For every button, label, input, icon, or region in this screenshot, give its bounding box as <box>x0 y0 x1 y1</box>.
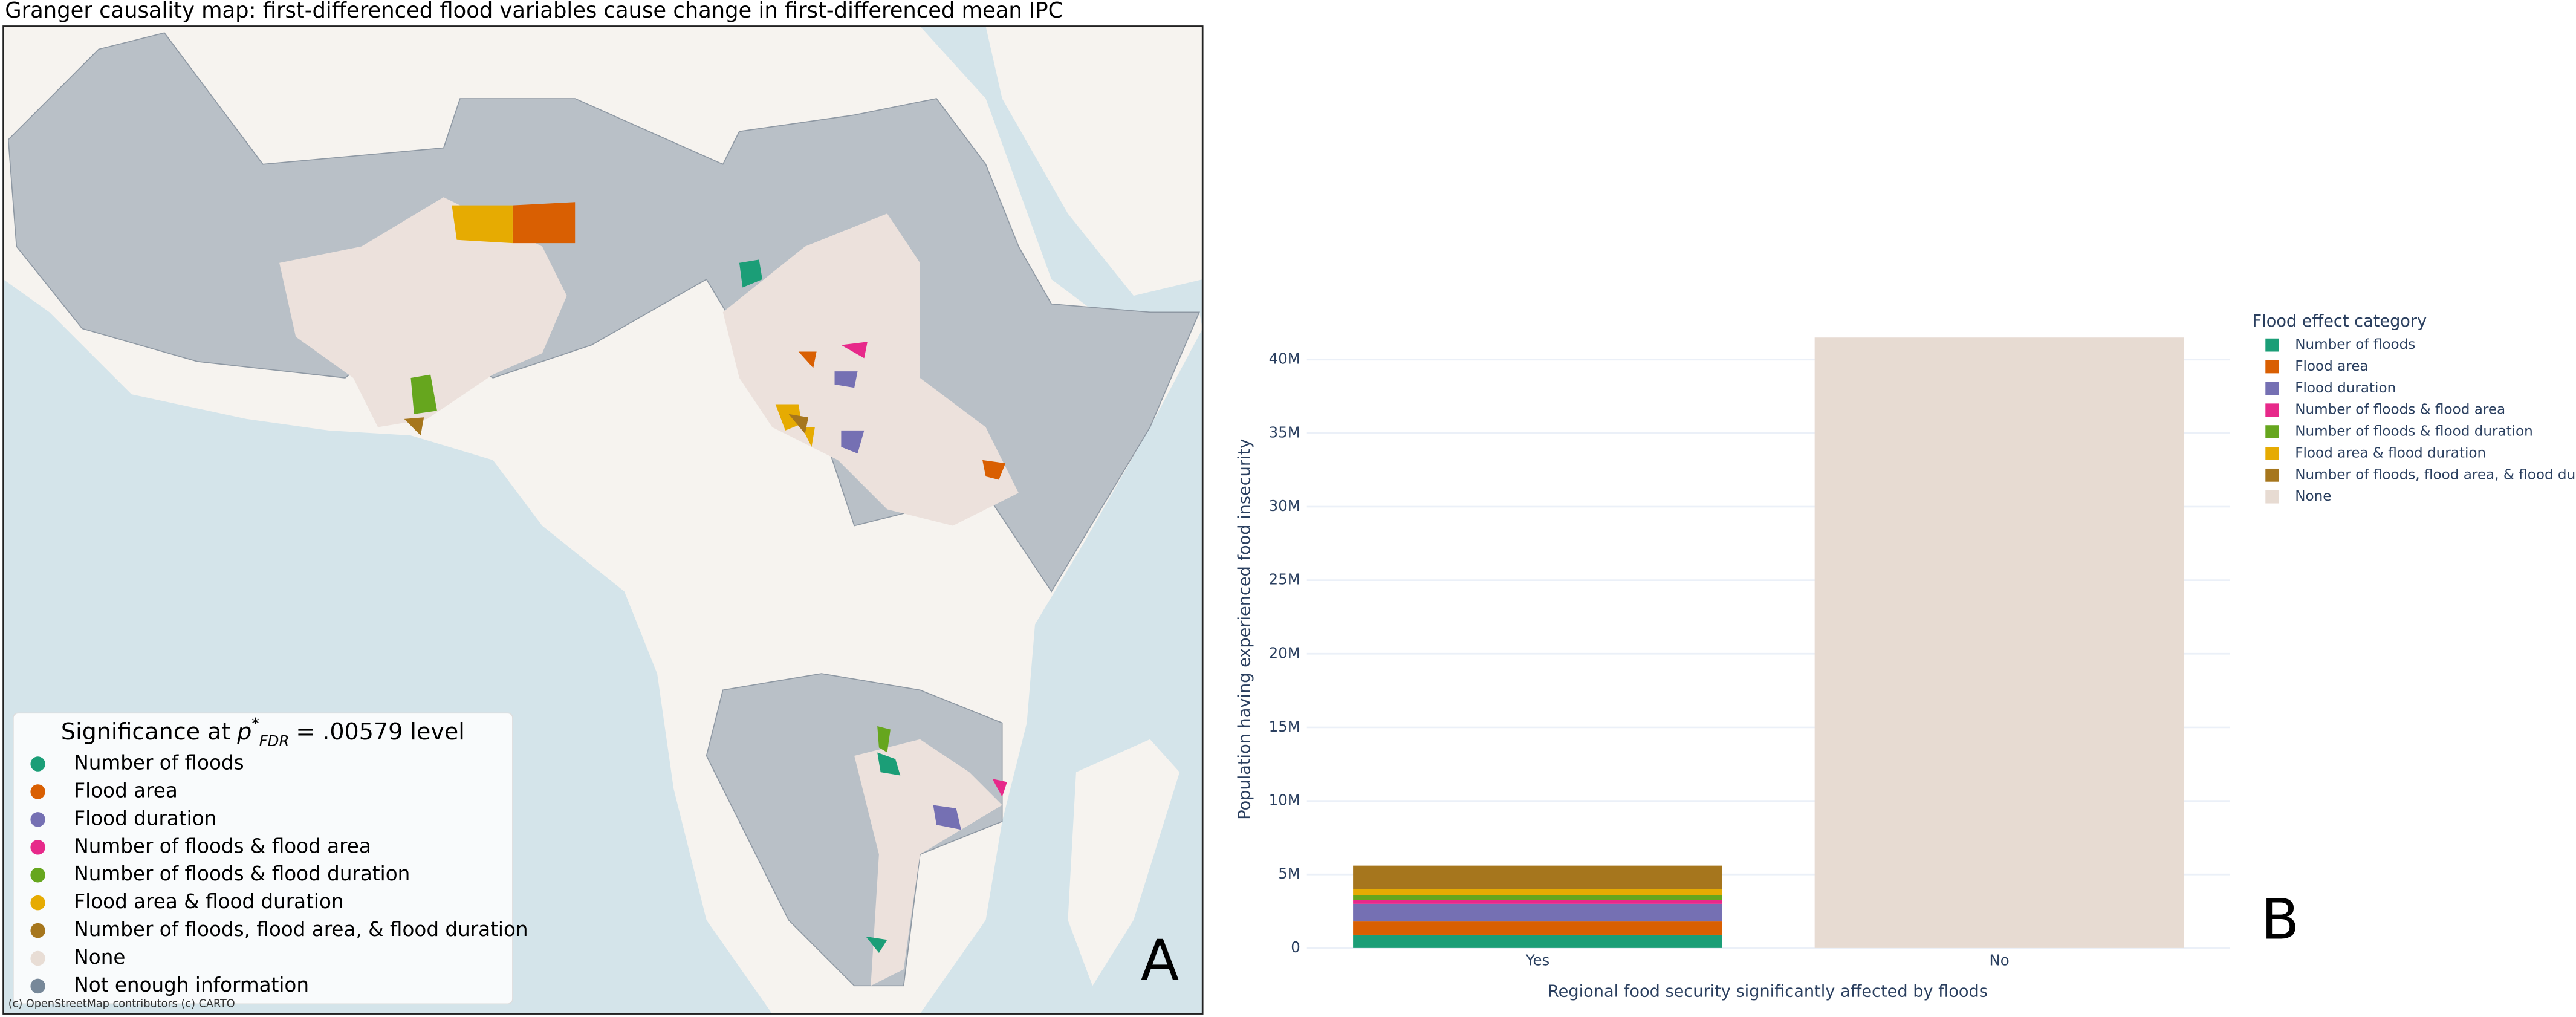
x-tick-label: Yes <box>1525 952 1549 969</box>
legend-marker <box>30 923 45 938</box>
bar-panel: Regional food security significantly aff… <box>1235 312 2576 1001</box>
region <box>512 202 576 244</box>
legend-title-part: * <box>251 714 259 732</box>
region <box>788 414 809 434</box>
legend-title-part: = .00579 level <box>296 718 465 744</box>
legend-label: Number of floods <box>74 752 244 775</box>
legend-label: Flood duration <box>2295 380 2396 396</box>
legend-marker <box>30 784 45 799</box>
legend-marker <box>30 950 45 966</box>
legend-title-part: p <box>236 718 251 744</box>
y-tick-label: 20M <box>1269 644 1300 661</box>
y-tick-label: 5M <box>1278 865 1300 882</box>
legend-label: Flood area <box>2295 359 2368 374</box>
map-panel: Significance at p*FDR = .00579 level Numbe… <box>2 25 1204 1015</box>
map-legend: Number of floods Flood area Flood duration… <box>30 752 528 996</box>
attribution: (c) OpenStreetMap contributors (c) CARTO <box>8 998 235 1010</box>
x-tick-label: No <box>1989 952 2009 969</box>
legend-swatch <box>2265 490 2279 504</box>
bar-segment <box>1353 921 1722 935</box>
legend-label: Number of floods, flood area, & flood du… <box>74 918 528 941</box>
y-tick-label: 0 <box>1291 938 1300 956</box>
map-legend-box <box>13 712 513 1005</box>
legend-label: Number of floods & flood duration <box>2295 424 2533 440</box>
legend-marker <box>30 867 45 883</box>
legend-swatch <box>2265 338 2279 352</box>
legend-label: Flood duration <box>74 807 216 830</box>
legend-swatch <box>2265 403 2279 417</box>
legend-swatch <box>2265 425 2279 438</box>
bar-segment <box>1353 895 1722 900</box>
x-axis-title: Regional food security significantly aff… <box>1548 983 1988 1001</box>
legend-label: None <box>74 946 125 969</box>
legend-title: Flood effect category <box>2253 312 2427 331</box>
region <box>933 805 961 830</box>
region <box>841 342 868 359</box>
region <box>992 778 1007 797</box>
legend-label: Flood area & flood duration <box>2295 445 2486 461</box>
legend-title-part: FDR <box>259 732 290 749</box>
region <box>775 404 802 431</box>
y-axis-title: Population having experienced food insec… <box>1235 439 1254 820</box>
legend-label: Flood area <box>74 779 177 802</box>
legend-label: Not enough information <box>74 973 309 996</box>
region <box>834 371 858 388</box>
region <box>798 351 817 368</box>
legend-label: Number of floods <box>2295 337 2415 353</box>
bar-segment <box>1353 903 1722 922</box>
map-title: Granger causality map: first-differenced… <box>5 0 1063 23</box>
y-tick-label: 10M <box>1269 791 1300 809</box>
region <box>877 726 891 753</box>
legend-swatch <box>2265 360 2279 374</box>
legend-marker <box>30 840 45 855</box>
region <box>404 417 424 436</box>
legend-marker <box>30 812 45 827</box>
legend-label: Number of floods & flood area <box>2295 402 2505 418</box>
none-region <box>854 739 1002 986</box>
legend-marker <box>30 756 45 772</box>
bar-segment <box>1814 337 2184 948</box>
region <box>866 936 887 954</box>
map-frame <box>2 25 1204 1015</box>
bar-segment <box>1353 900 1722 904</box>
bar-segment <box>1353 934 1722 948</box>
legend-label: None <box>2295 489 2331 504</box>
region <box>452 205 513 244</box>
land <box>1068 739 1180 986</box>
legend-label: Flood area & flood duration <box>74 890 343 913</box>
bar-segment <box>1353 889 1722 895</box>
region <box>877 752 901 776</box>
region <box>841 430 865 453</box>
y-tick-label: 35M <box>1269 423 1300 441</box>
panel-label: A <box>1141 928 1179 993</box>
legend-label: Number of floods, flood area, & flood du… <box>2295 467 2576 483</box>
region <box>982 460 1006 480</box>
map-legend-title: Significance at p*FDR = .00579 level <box>61 714 465 749</box>
region <box>410 374 437 414</box>
legend-label: Number of floods & flood area <box>74 834 371 857</box>
y-tick-label: 40M <box>1269 350 1300 368</box>
legend-swatch <box>2265 468 2279 482</box>
legend-swatch <box>2265 447 2279 460</box>
none-region <box>722 213 1019 526</box>
legend-label: Number of floods & flood duration <box>74 862 410 885</box>
y-tick-label: 15M <box>1269 718 1300 735</box>
region <box>739 259 762 288</box>
legend-title-part: Significance at <box>61 718 230 744</box>
legend-marker <box>30 978 45 994</box>
y-tick-label: 25M <box>1269 571 1300 588</box>
legend-marker <box>30 895 45 911</box>
legend-swatch <box>2265 382 2279 395</box>
none-region <box>279 197 567 427</box>
land <box>985 26 1203 296</box>
bar-segment <box>1353 865 1722 889</box>
y-tick-label: 30M <box>1269 497 1300 515</box>
significant-regions <box>404 202 1007 954</box>
panel-label: B <box>2261 887 2299 952</box>
